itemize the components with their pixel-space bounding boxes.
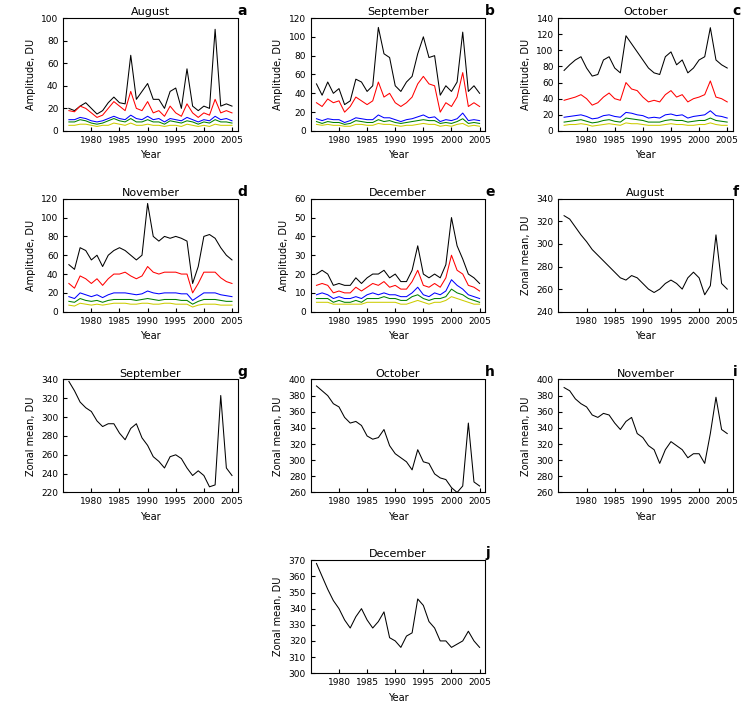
X-axis label: Year: Year: [635, 150, 656, 161]
Text: d: d: [237, 185, 248, 199]
Title: October: October: [623, 7, 668, 17]
Text: f: f: [733, 185, 739, 199]
Title: September: September: [120, 369, 182, 379]
Y-axis label: Amplitude, DU: Amplitude, DU: [273, 39, 283, 110]
Text: i: i: [733, 366, 737, 379]
Y-axis label: Zonal mean, DU: Zonal mean, DU: [273, 577, 283, 657]
X-axis label: Year: Year: [388, 331, 408, 341]
Text: c: c: [733, 4, 741, 18]
Title: November: November: [121, 188, 179, 198]
Title: August: August: [626, 188, 665, 198]
Y-axis label: Amplitude, DU: Amplitude, DU: [25, 39, 36, 110]
Y-axis label: Zonal mean, DU: Zonal mean, DU: [273, 396, 283, 476]
X-axis label: Year: Year: [388, 512, 408, 522]
Text: h: h: [485, 366, 495, 379]
Y-axis label: Amplitude, DU: Amplitude, DU: [279, 220, 289, 291]
Title: October: October: [376, 369, 420, 379]
Title: November: November: [617, 369, 675, 379]
X-axis label: Year: Year: [388, 150, 408, 161]
X-axis label: Year: Year: [635, 512, 656, 522]
Y-axis label: Zonal mean, DU: Zonal mean, DU: [521, 396, 530, 476]
Text: g: g: [237, 366, 248, 379]
Text: e: e: [485, 185, 495, 199]
X-axis label: Year: Year: [140, 512, 161, 522]
Title: September: September: [368, 7, 429, 17]
Y-axis label: Amplitude, DU: Amplitude, DU: [521, 39, 530, 110]
Text: b: b: [485, 4, 495, 18]
Y-axis label: Amplitude, DU: Amplitude, DU: [25, 220, 36, 291]
X-axis label: Year: Year: [635, 331, 656, 341]
Y-axis label: Zonal mean, DU: Zonal mean, DU: [25, 396, 36, 476]
Text: a: a: [237, 4, 247, 18]
Title: August: August: [131, 7, 170, 17]
Title: December: December: [369, 549, 427, 559]
Title: December: December: [369, 188, 427, 198]
Text: j: j: [485, 546, 490, 560]
X-axis label: Year: Year: [140, 150, 161, 161]
X-axis label: Year: Year: [388, 693, 408, 703]
Y-axis label: Zonal mean, DU: Zonal mean, DU: [521, 215, 530, 295]
X-axis label: Year: Year: [140, 331, 161, 341]
